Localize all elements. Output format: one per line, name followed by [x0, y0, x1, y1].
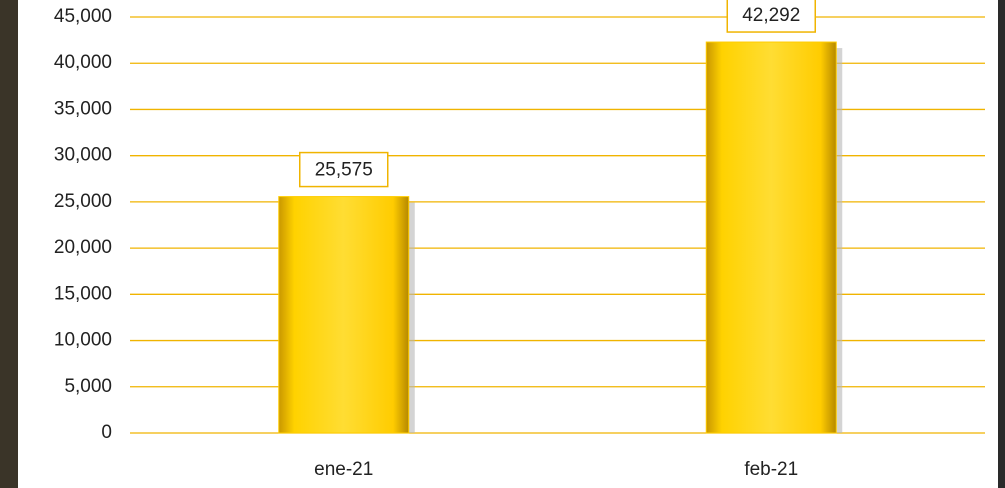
value-label: 42,292 — [742, 5, 800, 26]
y-tick-label: 35,000 — [54, 98, 112, 119]
x-tick-label: ene-21 — [314, 459, 373, 480]
left-edge — [0, 0, 18, 488]
value-label-box — [299, 151, 389, 188]
value-label-box — [726, 0, 816, 33]
y-tick-label: 5,000 — [64, 376, 112, 397]
value-label: 25,575 — [315, 160, 373, 181]
y-tick-label: 20,000 — [54, 237, 112, 258]
x-tick-label: feb-21 — [744, 459, 798, 480]
y-tick-label: 25,000 — [54, 191, 112, 212]
y-tick-label: 15,000 — [54, 283, 112, 304]
bar — [705, 41, 837, 434]
y-tick-label: 45,000 — [54, 6, 112, 27]
y-tick-label: 30,000 — [54, 145, 112, 166]
y-tick-label: 10,000 — [54, 330, 112, 351]
right-edge — [998, 0, 1005, 488]
y-tick-label: 0 — [101, 422, 112, 443]
y-tick-label: 40,000 — [54, 52, 112, 73]
bar — [278, 196, 410, 434]
